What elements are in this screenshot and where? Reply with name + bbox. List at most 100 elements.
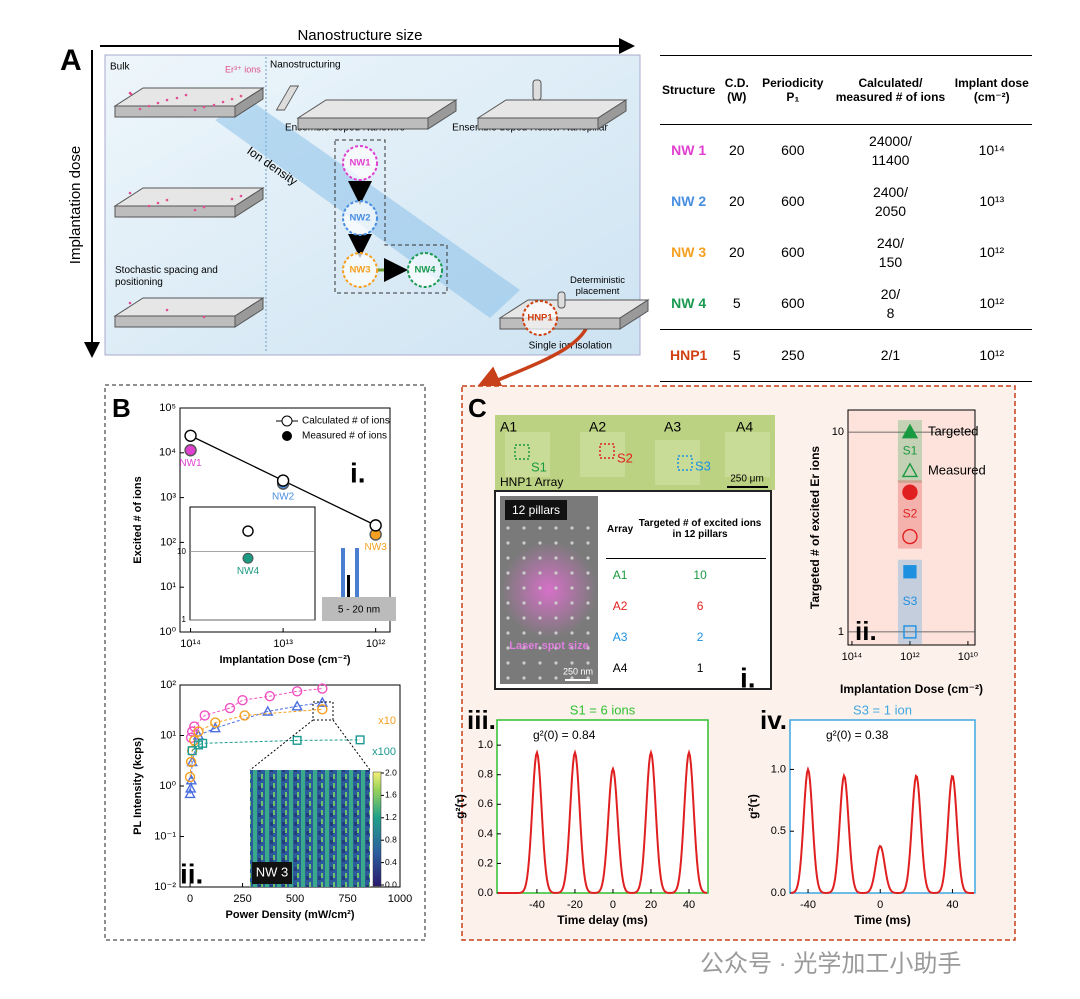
fit-curve <box>790 766 975 894</box>
colorbar-label: 0.0 <box>385 879 397 889</box>
x-tick-label: -40 <box>529 899 545 911</box>
table-header: Periodicity P₁ <box>756 55 830 125</box>
pillar-dot <box>586 631 590 635</box>
site-box <box>677 455 693 471</box>
site-box <box>514 444 530 460</box>
node-label: NW2 <box>349 213 370 224</box>
table-header-row: Array Targeted # of excited ions in 12 pi… <box>606 500 766 559</box>
table-cell: A2 <box>612 598 628 613</box>
pillar-dot <box>538 646 542 650</box>
ion-dot <box>239 194 243 198</box>
y-tick-label: 10² <box>160 536 176 548</box>
pillar-dot <box>506 661 510 665</box>
pillar-dot <box>554 571 558 575</box>
y-tick-label: 0.5 <box>771 825 786 837</box>
pillar-dot <box>586 646 590 650</box>
ion-dot <box>147 104 151 108</box>
table-cell: A4 <box>612 660 628 675</box>
table-cell: 20 <box>728 193 745 210</box>
slab-front <box>477 117 599 130</box>
scale-label: 250 μm <box>730 474 764 485</box>
y-tick-label: 0.0 <box>771 887 786 899</box>
table-header-row: Structure C.D. (W) Periodicity P₁ Calculate… <box>660 55 1032 125</box>
slab-side <box>427 99 457 130</box>
y-axis-title: g²(τ) <box>746 794 760 819</box>
marker <box>291 686 303 697</box>
pillar-dot <box>538 616 542 620</box>
marker <box>264 691 276 702</box>
pillar-dot <box>506 556 510 560</box>
pillar-dot <box>506 601 510 605</box>
marker <box>901 462 919 478</box>
y-tick-label: 1 <box>838 626 844 638</box>
trend-line <box>189 702 323 794</box>
cell-line: 2400/ <box>872 183 908 200</box>
table-cell: 10¹² <box>951 329 1032 382</box>
pillar-dot <box>554 556 558 560</box>
legend-label: Calculated # of ions <box>302 416 390 427</box>
table-cell: NW 1 <box>671 142 707 159</box>
pillar-dot <box>570 586 574 590</box>
table-cell: 20 <box>728 142 745 159</box>
numeral: ii. <box>180 858 203 889</box>
pillar-dot <box>554 541 558 545</box>
cell-line: 20/ <box>880 285 901 302</box>
node <box>342 145 378 181</box>
numeral: i. <box>350 457 366 488</box>
label-box <box>505 500 567 520</box>
slab-side <box>234 297 264 328</box>
x-tick-label: -40 <box>800 899 816 911</box>
y-axis-title: PL Intensity (kcps) <box>132 737 144 835</box>
zoom-box <box>312 701 334 721</box>
pillar-dot <box>522 571 526 575</box>
array-label: A1 <box>500 419 517 435</box>
numeral: i. <box>740 662 756 693</box>
y-tick-label: 10⁻¹ <box>154 830 176 842</box>
pillar-dot <box>506 586 510 590</box>
chart-title: S1 = 6 ions <box>570 702 636 717</box>
array-label: A2 <box>589 419 606 435</box>
pillar-dot <box>522 556 526 560</box>
pillar-wall <box>355 548 359 597</box>
x-tick-label: 40 <box>946 899 958 911</box>
pillar-dot <box>538 526 542 530</box>
cell-line: 2/1 <box>880 347 901 364</box>
pillar-dot <box>522 631 526 635</box>
node-label: HNP1 <box>527 313 553 324</box>
pillar-dot <box>570 571 574 575</box>
marker <box>224 702 236 714</box>
node <box>342 252 378 288</box>
caption: HNP1 Array <box>500 475 563 489</box>
pillar-dot <box>586 616 590 620</box>
table-cell: NW 3 <box>671 244 707 261</box>
target-table: Array Targeted # of excited ions in 12 pi… <box>606 500 766 683</box>
label: Stochastic spacing and positioning <box>115 265 218 288</box>
legend-marker <box>281 415 293 427</box>
table-row: NW 2 20 600 2400/2050 10¹³ <box>660 176 1032 227</box>
pillar-dot <box>522 661 526 665</box>
pillar-dot <box>554 526 558 530</box>
table-cell: 10¹⁴ <box>978 142 1005 159</box>
ion-dot <box>221 100 225 104</box>
x-tick-label: 10¹⁴ <box>180 638 201 650</box>
pillar-dot <box>522 541 526 545</box>
table-header: Array <box>606 500 635 559</box>
marker <box>185 756 197 768</box>
pillar-dot <box>570 661 574 665</box>
panel-b-frame <box>104 384 426 941</box>
x-tick-label: 250 <box>233 893 251 905</box>
plot-frame <box>189 506 316 621</box>
site-label: S1 <box>531 459 547 474</box>
heatmap-label: NW 3 <box>256 864 289 879</box>
zoom-line <box>332 719 371 771</box>
y-axis-title: Targeted # of excited Er ions <box>808 446 822 609</box>
marker <box>186 755 198 767</box>
cell-line: 24000/ <box>869 132 912 149</box>
marker <box>209 722 221 733</box>
y-tick-label: 0.8 <box>478 769 493 781</box>
table-cell: 1 <box>696 660 704 675</box>
marker <box>199 710 210 721</box>
x-tick-label: 0 <box>187 893 193 905</box>
pillar-dot <box>570 616 574 620</box>
ion-dot <box>230 197 234 201</box>
